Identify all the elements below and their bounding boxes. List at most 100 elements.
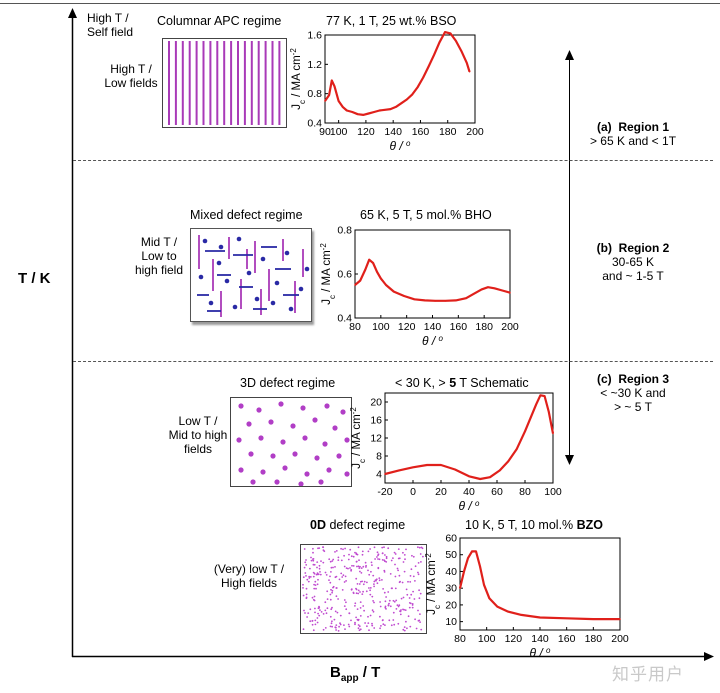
point-defect bbox=[334, 566, 336, 568]
point-defect bbox=[389, 605, 392, 608]
point-defect bbox=[326, 598, 329, 600]
data-point bbox=[539, 394, 542, 397]
point-defect bbox=[356, 618, 359, 621]
point-defect bbox=[398, 574, 401, 577]
point-defect bbox=[315, 573, 318, 576]
point-defect bbox=[322, 613, 325, 615]
point-defect bbox=[372, 610, 375, 613]
point-defect bbox=[325, 612, 328, 615]
point-defect bbox=[419, 553, 422, 555]
point-defect bbox=[387, 604, 390, 607]
jc-series-line bbox=[324, 30, 471, 117]
point-defect bbox=[388, 599, 391, 602]
point-defect bbox=[198, 274, 204, 280]
nanoparticle-defect bbox=[326, 467, 332, 473]
point-defect bbox=[372, 600, 374, 602]
point-defect bbox=[305, 559, 307, 561]
point-defect bbox=[408, 597, 411, 599]
point-defect bbox=[383, 591, 386, 594]
point-defect bbox=[354, 621, 356, 624]
point-defect bbox=[385, 561, 388, 563]
point-defect bbox=[320, 560, 322, 562]
point-defect bbox=[388, 619, 391, 622]
point-defect bbox=[381, 552, 384, 555]
point-defect bbox=[317, 578, 319, 581]
3d-defect-schematic bbox=[230, 397, 352, 487]
point-defect bbox=[338, 578, 341, 581]
point-defect bbox=[334, 551, 336, 553]
point-defect bbox=[307, 580, 310, 583]
point-defect bbox=[357, 627, 360, 630]
point-defect bbox=[371, 622, 373, 625]
point-defect bbox=[404, 558, 406, 561]
point-defect bbox=[368, 629, 370, 632]
x-axis-title: θ / o bbox=[390, 139, 412, 154]
point-defect bbox=[417, 609, 419, 612]
point-defect bbox=[331, 606, 333, 609]
y-tick-label: 0.8 bbox=[337, 225, 352, 237]
point-defect bbox=[335, 587, 338, 589]
point-defect bbox=[306, 578, 309, 581]
point-defect bbox=[308, 575, 311, 578]
data-point bbox=[427, 65, 430, 68]
point-defect bbox=[332, 566, 334, 569]
x-tick-label: 160 bbox=[558, 633, 576, 645]
data-point bbox=[552, 432, 554, 435]
point-defect bbox=[270, 300, 276, 306]
point-defect bbox=[330, 566, 333, 569]
x-tick-label: 160 bbox=[450, 321, 468, 333]
point-defect bbox=[342, 574, 345, 577]
point-defect bbox=[392, 611, 395, 614]
point-defect bbox=[331, 560, 334, 562]
point-defect bbox=[383, 571, 386, 573]
nanoparticle-defect bbox=[302, 435, 308, 441]
data-point bbox=[479, 478, 481, 480]
point-defect bbox=[339, 623, 342, 626]
data-point bbox=[392, 290, 395, 293]
point-defect bbox=[394, 575, 397, 578]
point-defect bbox=[359, 591, 361, 593]
chart-bso: 90 100 120 140 160 180 200 0.4 0.8 1.2 1.6Jc / MA … bbox=[289, 30, 484, 154]
plot-frame bbox=[324, 34, 476, 124]
point-defect bbox=[403, 629, 406, 632]
x-tick-label: 120 bbox=[357, 126, 375, 138]
chart-title-1: 77 K, 1 T, 25 wt.% BSO bbox=[326, 14, 457, 28]
point-defect bbox=[367, 550, 370, 553]
point-defect bbox=[316, 561, 319, 563]
point-defect bbox=[358, 559, 360, 562]
point-defect bbox=[363, 609, 365, 612]
data-point bbox=[487, 286, 489, 288]
point-defect bbox=[412, 555, 415, 558]
data-point bbox=[468, 70, 471, 73]
point-defect bbox=[302, 576, 305, 579]
nanoparticle-defect bbox=[314, 455, 320, 461]
x-tick-label: 120 bbox=[398, 321, 416, 333]
point-defect bbox=[381, 619, 384, 622]
region-3-label: (c) Region 3 < ~30 K and > ~ 5 T bbox=[596, 372, 669, 414]
nanoparticle-defect bbox=[236, 437, 242, 443]
data-point bbox=[426, 464, 428, 466]
point-defect bbox=[343, 581, 346, 583]
point-defect bbox=[354, 605, 356, 607]
jc-series-line bbox=[384, 394, 555, 481]
point-defect bbox=[373, 601, 375, 604]
point-defect bbox=[357, 589, 360, 592]
point-defect bbox=[417, 573, 420, 576]
point-defect bbox=[350, 568, 353, 571]
data-point bbox=[543, 395, 546, 397]
point-defect bbox=[354, 551, 356, 554]
point-defect bbox=[394, 563, 396, 566]
point-defect bbox=[324, 609, 327, 612]
mixed-regime-title: Mixed defect regime bbox=[190, 208, 303, 222]
point-defect bbox=[419, 613, 421, 615]
data-point bbox=[479, 565, 481, 568]
point-defect bbox=[404, 609, 407, 611]
point-defect bbox=[303, 566, 306, 569]
nanoparticle-defect bbox=[344, 437, 350, 443]
x-tick-label: 200 bbox=[466, 126, 484, 138]
nanoparticle-defect bbox=[290, 423, 296, 429]
point-defect bbox=[407, 580, 409, 583]
data-point bbox=[346, 109, 348, 112]
point-defect bbox=[361, 550, 364, 553]
